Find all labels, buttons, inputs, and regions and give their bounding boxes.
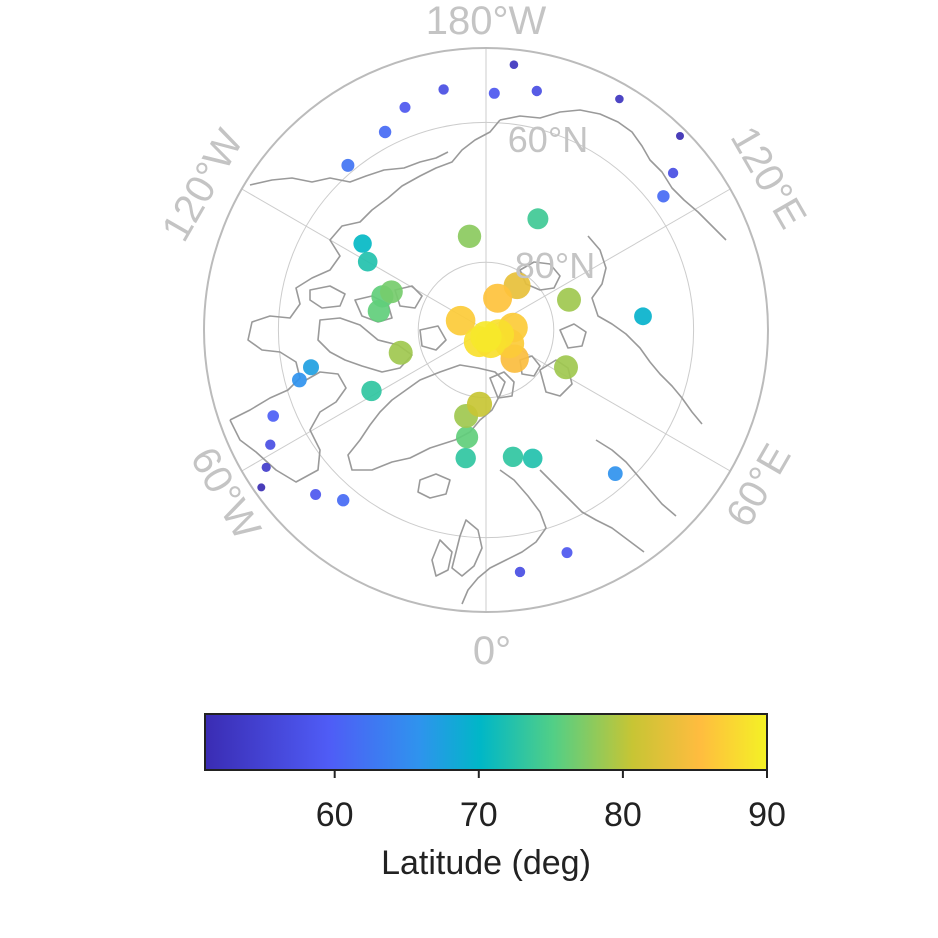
alaska-coast	[249, 151, 449, 186]
data-points	[257, 60, 684, 578]
data-point	[399, 101, 411, 113]
data-point	[367, 300, 390, 323]
data-point	[470, 321, 502, 353]
svalbard-coast	[489, 355, 541, 399]
colorbar-tick-label: 90	[748, 796, 786, 834]
data-point	[514, 566, 526, 578]
data-point	[557, 287, 581, 312]
iceland-coast	[417, 473, 451, 499]
eurasia-coast	[461, 109, 727, 605]
lon-label-120e: 120°E	[722, 119, 815, 236]
data-point	[357, 251, 378, 272]
meridian--60	[241, 329, 487, 472]
coastlines	[229, 109, 727, 605]
data-point	[509, 60, 519, 69]
data-point	[337, 494, 350, 507]
north-america-coast	[229, 119, 501, 483]
data-point	[466, 391, 493, 417]
greenland-coast	[347, 364, 506, 471]
lon-label-120w: 120°W	[154, 122, 252, 249]
lat-label-80n: 80°N	[515, 245, 595, 286]
canadian-archipelago-coast	[309, 285, 447, 373]
data-point	[488, 87, 500, 99]
data-point	[438, 84, 449, 95]
data-point	[657, 190, 670, 203]
lat-label-60n: 60°N	[508, 119, 588, 160]
data-point	[502, 446, 524, 467]
data-point	[310, 489, 322, 500]
map-boundary	[203, 47, 769, 613]
lon-label-60e: 60°E	[718, 437, 800, 534]
scandinavia-coast	[431, 519, 483, 577]
data-point	[378, 125, 392, 139]
data-point	[483, 283, 513, 313]
data-point	[257, 483, 266, 492]
data-point	[531, 85, 542, 97]
colorbar-title: Latitude (deg)	[381, 844, 591, 882]
data-point	[456, 426, 479, 449]
data-point	[615, 94, 624, 104]
lon-label-180: 180°W	[426, 0, 547, 43]
data-point	[445, 305, 476, 336]
data-point	[554, 355, 578, 380]
data-point	[667, 167, 679, 179]
meridian-120	[485, 188, 731, 331]
data-point	[292, 372, 307, 388]
data-point	[380, 280, 403, 304]
colorbar-gradient	[204, 713, 768, 771]
data-point	[522, 448, 543, 469]
data-point	[303, 359, 319, 376]
data-point	[527, 208, 549, 230]
data-point	[388, 340, 413, 365]
colorbar-tick-label: 80	[604, 796, 642, 834]
data-point	[676, 132, 684, 140]
data-point	[455, 447, 476, 469]
colorbar-tick-label: 70	[460, 796, 498, 834]
data-point	[457, 224, 482, 248]
data-point	[353, 234, 372, 253]
colorbar-ticks: 60 70 80 90	[316, 770, 786, 834]
colorbar: 60 70 80 90 Latitude (deg)	[204, 713, 786, 882]
data-point	[607, 466, 623, 481]
lon-label-0: 0°	[473, 629, 511, 673]
data-point	[341, 158, 355, 172]
data-point	[634, 307, 652, 326]
data-point	[265, 439, 276, 450]
data-point	[267, 410, 280, 422]
data-point	[361, 380, 382, 402]
colorbar-tick-label: 60	[316, 796, 354, 834]
data-point	[261, 462, 271, 472]
graticule	[241, 48, 731, 612]
data-point	[561, 547, 573, 559]
